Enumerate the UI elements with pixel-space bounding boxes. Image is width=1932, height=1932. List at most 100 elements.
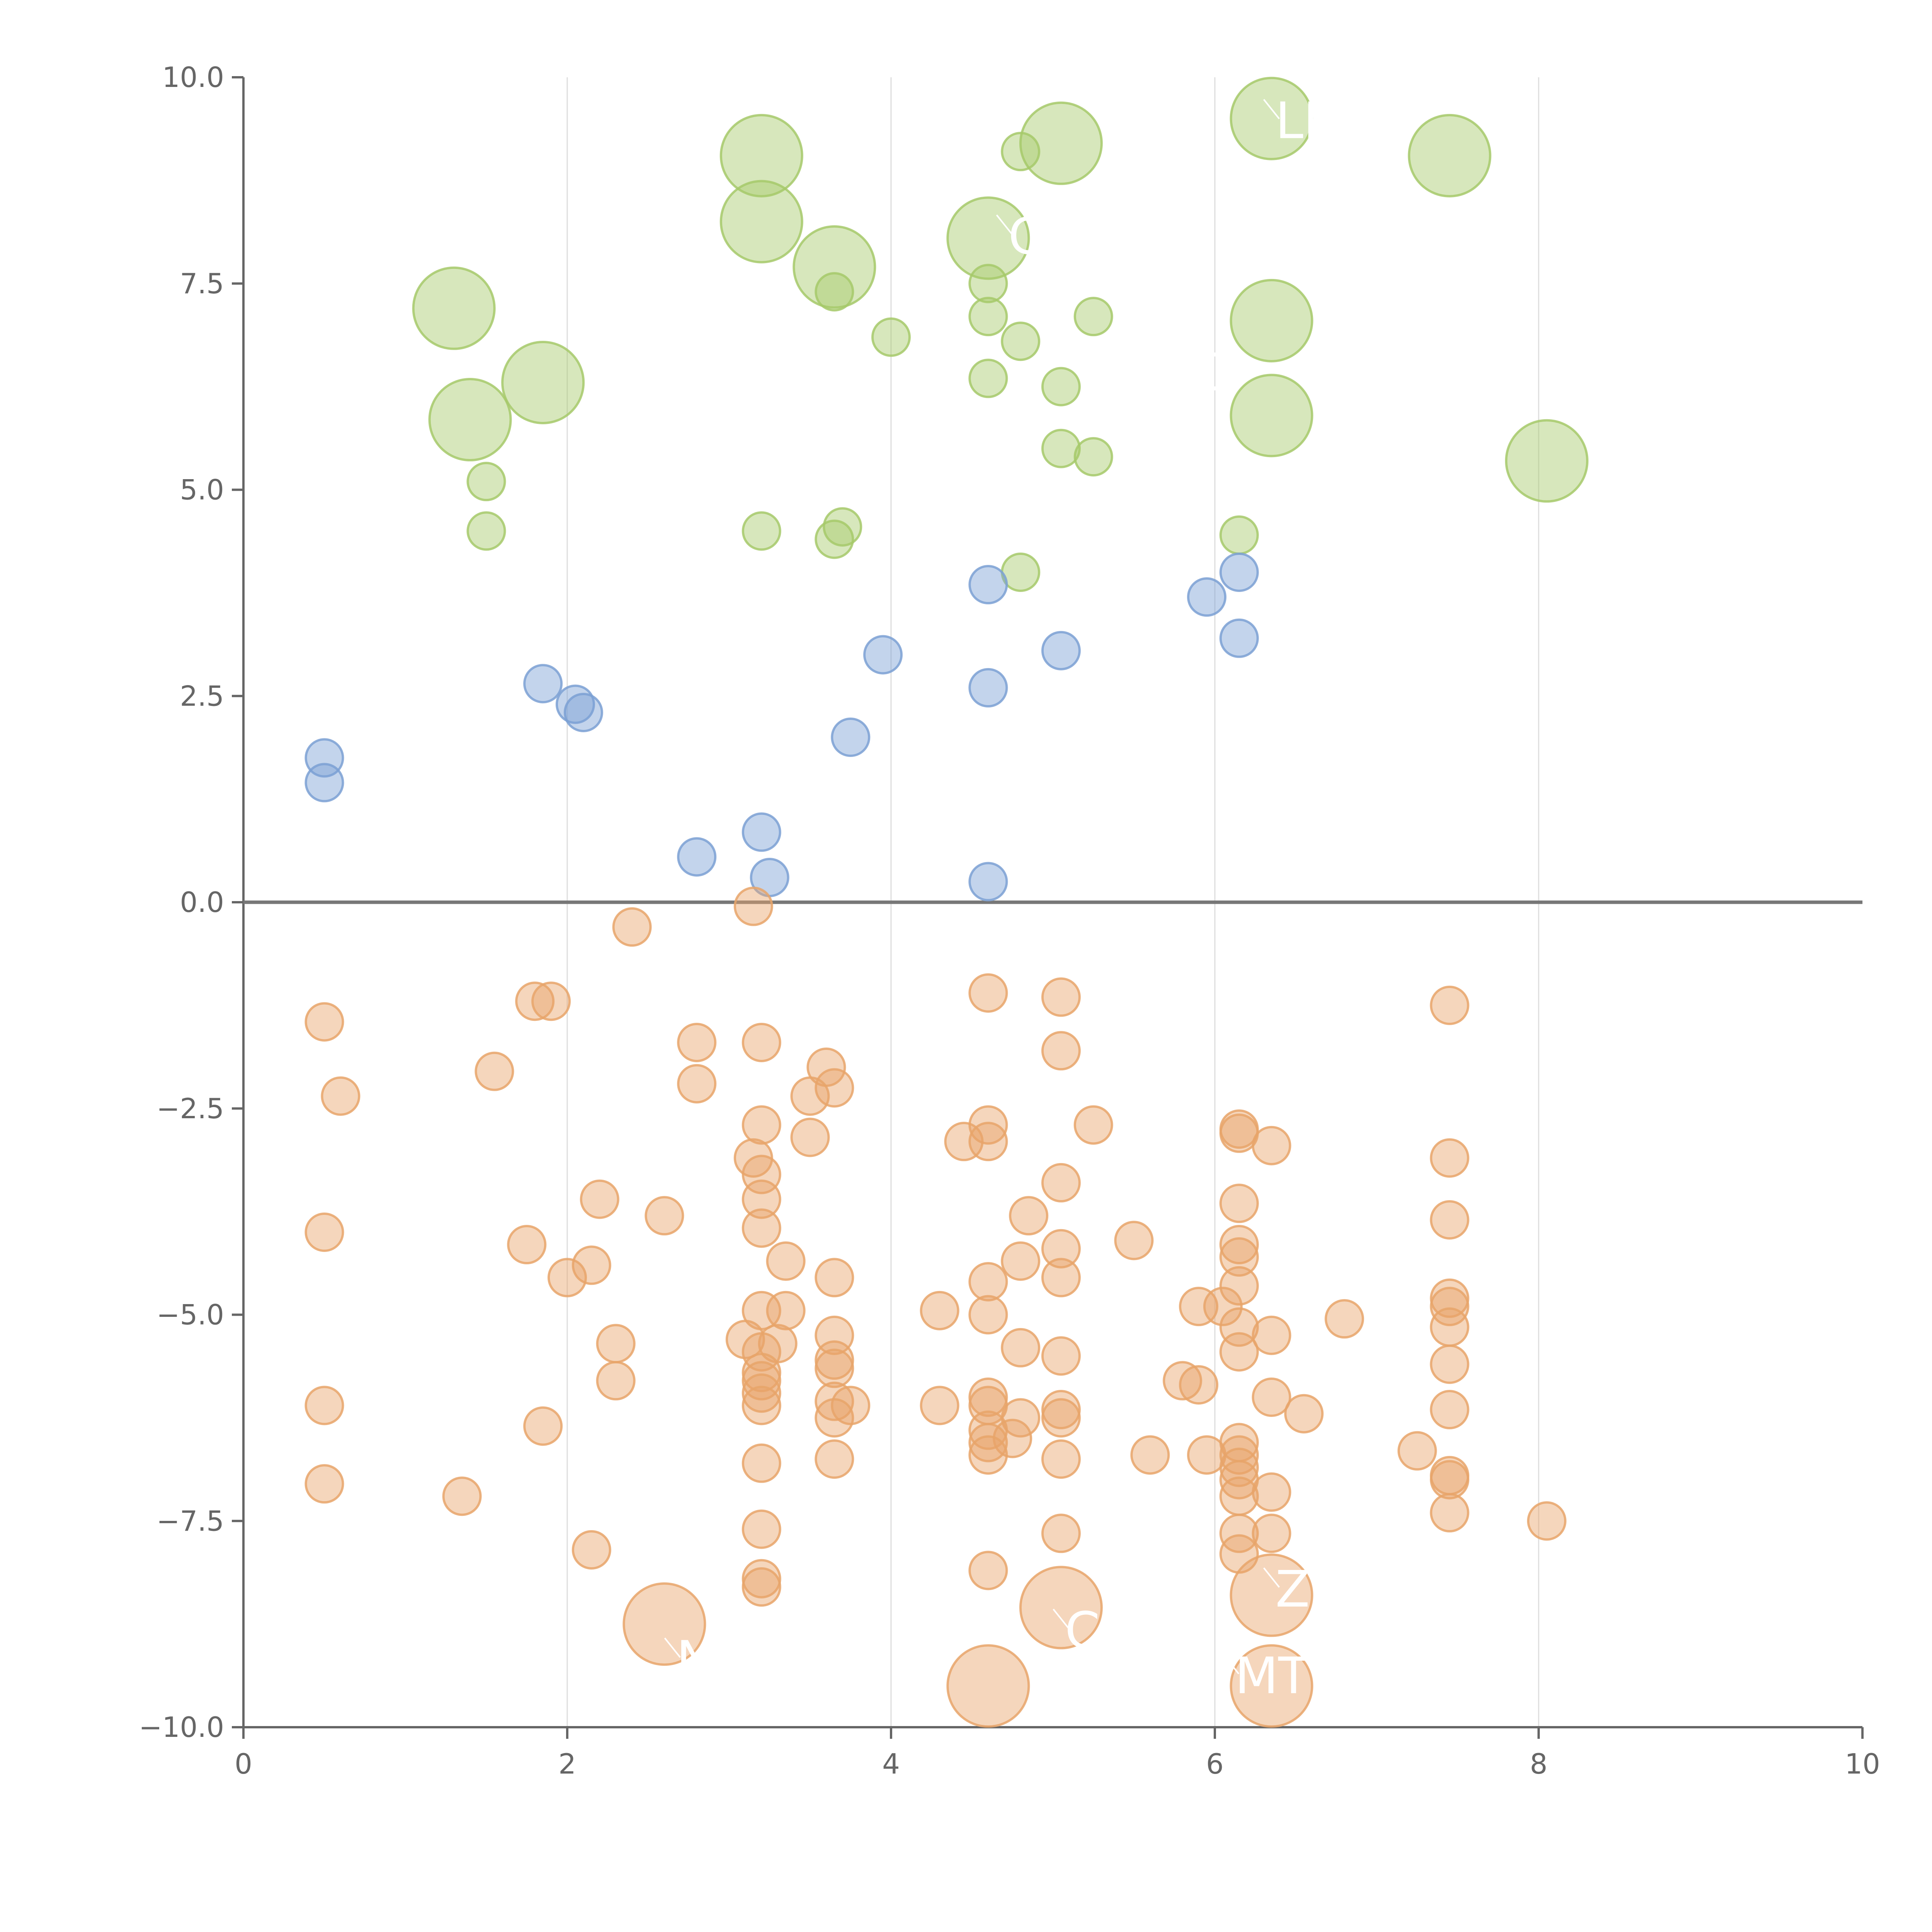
y-tick-label: −7.5 [156, 1505, 224, 1537]
data-point [304, 1002, 344, 1042]
data-point [1219, 553, 1259, 592]
data-point [815, 1398, 854, 1438]
data-point [742, 1332, 781, 1372]
data-point [1219, 515, 1259, 555]
data-point [742, 1179, 781, 1219]
data-point [645, 1196, 684, 1236]
data-point [1252, 1514, 1291, 1553]
data-point [742, 1352, 781, 1392]
data-point [968, 264, 1008, 303]
data-point [1219, 1476, 1259, 1516]
data-point [968, 1435, 1008, 1475]
data-point [815, 1258, 854, 1298]
data-point [571, 1245, 611, 1285]
annotation-label: C [1065, 1601, 1100, 1660]
x-tick-label: 2 [558, 1748, 576, 1780]
data-point [442, 1476, 482, 1516]
data-point [1230, 1553, 1313, 1637]
data-point [1219, 1332, 1259, 1372]
data-point [1219, 1514, 1259, 1553]
y-tick-label: 0.0 [180, 886, 224, 918]
data-point [1073, 1105, 1113, 1145]
series-blue [304, 553, 1259, 901]
data-point [622, 1582, 706, 1666]
annotation-leader [1053, 1609, 1070, 1629]
annotation-leader [1263, 1567, 1280, 1588]
annotation-label: O [1194, 343, 1234, 402]
data-point [1187, 577, 1227, 617]
data-point [1041, 631, 1081, 670]
data-point [466, 511, 506, 551]
data-point [719, 180, 803, 264]
data-point [1430, 1460, 1469, 1500]
data-point [1397, 1431, 1437, 1471]
data-point [742, 1105, 781, 1145]
x-tick-label: 6 [1206, 1748, 1224, 1780]
data-point [815, 1439, 854, 1479]
annotation-leader [996, 214, 1013, 235]
annotation-label: LPT [1276, 91, 1365, 150]
data-point [1284, 1394, 1324, 1434]
data-point [1252, 1126, 1291, 1165]
data-point [793, 225, 876, 309]
data-point [1219, 618, 1259, 658]
data-point [968, 862, 1008, 901]
data-point [1041, 1163, 1081, 1202]
x-tick-label: 8 [1530, 1748, 1548, 1780]
data-point [1430, 985, 1469, 1025]
y-tick-label: 2.5 [180, 680, 224, 712]
data-point [1001, 321, 1041, 361]
data-point [1527, 1501, 1566, 1541]
data-point [790, 1117, 830, 1157]
y-tick-label: −2.5 [156, 1092, 224, 1125]
data-point [474, 1051, 514, 1091]
data-point [1041, 367, 1081, 406]
data-point [1252, 1378, 1291, 1417]
annotation-label: Z [1276, 1560, 1310, 1619]
data-point [677, 837, 717, 877]
data-point [815, 1068, 854, 1108]
annotation-label: C [1008, 207, 1043, 265]
y-tick-label: 10.0 [162, 61, 224, 94]
data-point [523, 664, 563, 704]
data-point [1430, 1278, 1469, 1318]
data-point [1219, 1447, 1259, 1487]
data-point [580, 1179, 619, 1219]
data-point [920, 1386, 959, 1425]
data-point [1041, 1514, 1081, 1553]
data-point [1325, 1299, 1364, 1339]
data-point [742, 812, 781, 852]
data-point [1219, 1237, 1259, 1277]
data-point [523, 1406, 563, 1446]
data-point [1073, 437, 1113, 477]
data-point [1001, 1241, 1041, 1281]
data-point [1041, 1390, 1081, 1430]
y-tick-label: −10.0 [139, 1711, 224, 1743]
data-point [321, 1076, 361, 1116]
data-point [1163, 1361, 1202, 1401]
data-point [1219, 1225, 1259, 1265]
data-point [563, 692, 603, 732]
x-tick-label: 0 [235, 1748, 252, 1780]
data-point [742, 1509, 781, 1549]
data-point [1114, 1221, 1154, 1260]
data-point [815, 1340, 854, 1380]
data-point [1230, 374, 1313, 457]
data-point [831, 718, 871, 757]
data-point [304, 1464, 344, 1504]
data-point [571, 1530, 611, 1570]
data-point [1203, 1287, 1243, 1327]
annotation-label: N [676, 1630, 714, 1689]
data-point [1430, 1200, 1469, 1240]
data-point [1230, 279, 1313, 362]
data-point [501, 340, 585, 424]
data-point [1019, 1566, 1103, 1650]
data-point [1430, 1307, 1469, 1347]
data-point [1073, 297, 1113, 337]
data-point [968, 565, 1008, 605]
annotation-leader [1263, 99, 1280, 119]
data-point [1430, 1390, 1469, 1430]
data-point [719, 114, 803, 197]
data-point [815, 272, 854, 312]
data-point [612, 907, 652, 947]
